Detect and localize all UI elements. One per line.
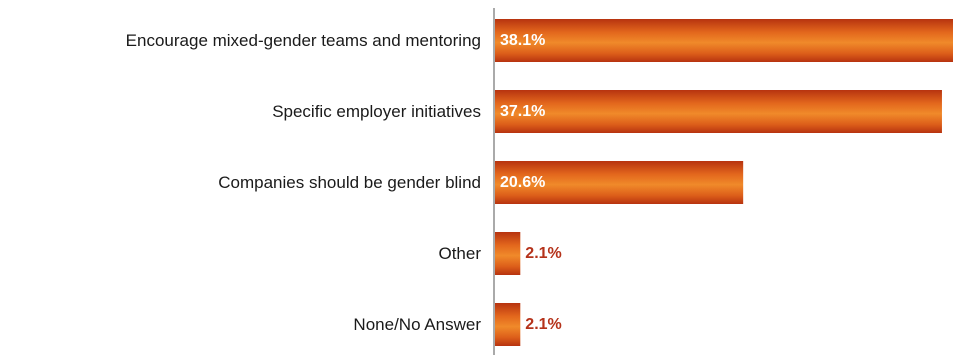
category-label-4: Other [438,244,481,263]
bar-2 [495,90,942,133]
category-label-2: Specific employer initiatives [272,102,481,121]
bar-4 [495,232,521,275]
value-label-1: 38.1% [500,32,545,49]
value-label-3: 20.6% [500,174,545,191]
bar-1 [495,19,953,62]
category-label-3: Companies should be gender blind [218,173,481,192]
category-label-5: None/No Answer [353,315,481,334]
value-label-5: 2.1% [525,316,561,333]
bar-5 [495,303,521,346]
bars-group: Encourage mixed-gender teams and mentori… [126,19,953,346]
bar-3 [495,161,744,204]
value-label-2: 37.1% [500,103,545,120]
value-label-4: 2.1% [525,245,561,262]
category-label-1: Encourage mixed-gender teams and mentori… [126,31,481,50]
